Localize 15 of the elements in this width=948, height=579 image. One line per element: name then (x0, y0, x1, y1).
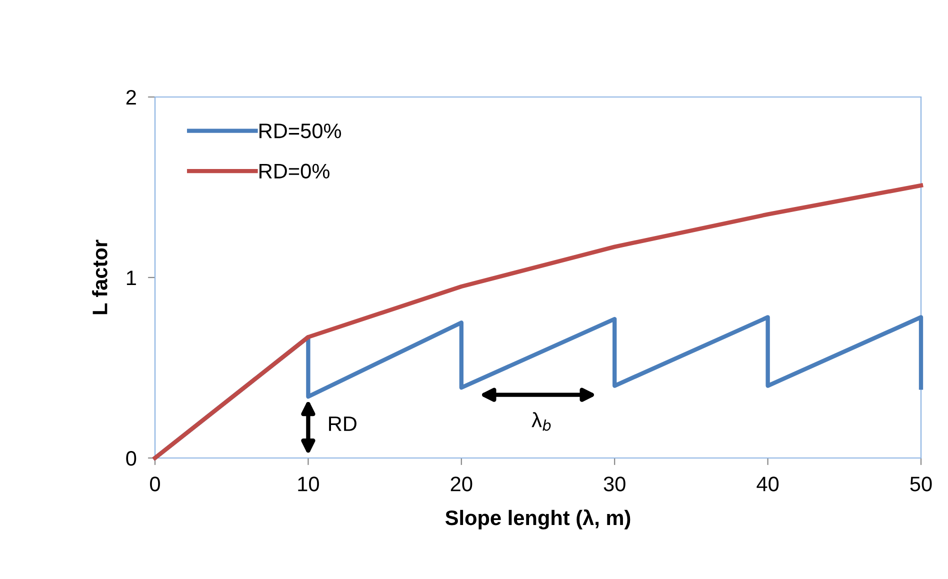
y-tick-label: 1 (126, 270, 136, 286)
x-tick-label: 30 (604, 476, 626, 492)
annotation: λ$_{b}$ (532, 412, 551, 431)
y-tick-label: 2 (126, 90, 136, 105)
x-tick-label: 20 (450, 476, 472, 492)
y-axis-title: L factor (92, 240, 108, 314)
x-tick-label: 50 (910, 476, 932, 492)
x-axis-title: Slope lenght (λ, m) (445, 509, 630, 530)
y-tick-label: 0 (126, 451, 136, 466)
x-tick-label: 40 (756, 476, 779, 492)
x-tick-label: 0 (150, 476, 160, 492)
legend-label: RD=50% (260, 124, 342, 138)
annotation: RD (329, 416, 356, 431)
legend-label: RD=0% (260, 164, 330, 179)
x-tick-label: 10 (298, 476, 319, 492)
